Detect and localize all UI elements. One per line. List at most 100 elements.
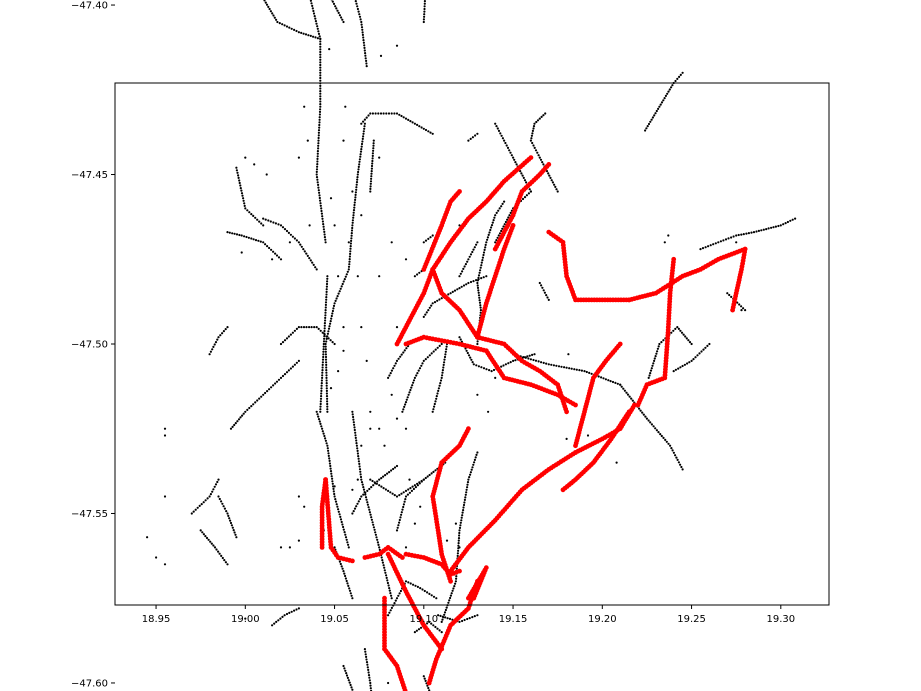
series-0-point	[325, 366, 328, 369]
series-0-point	[717, 241, 720, 244]
series-0-point	[242, 199, 245, 202]
series-0-point	[268, 7, 271, 11]
series-0-point	[412, 379, 416, 382]
series-0-point	[323, 233, 326, 236]
series-0-point	[416, 585, 419, 589]
series-0-point	[317, 30, 320, 33]
series-0-point	[395, 44, 399, 47]
series-0-point	[352, 510, 355, 513]
series-0-point	[199, 529, 202, 532]
x-tick-label: 19.05	[320, 614, 349, 625]
series-0-point	[248, 211, 251, 214]
series-0-point	[492, 219, 495, 222]
series-0-point	[328, 457, 331, 460]
series-0-point	[607, 379, 610, 382]
series-0-point	[364, 52, 367, 55]
series-0-point	[486, 238, 489, 241]
series-0-point	[277, 378, 281, 381]
series-0-point	[337, 292, 340, 295]
series-0-point	[319, 100, 322, 103]
series-0-point	[443, 611, 447, 614]
series-0-point	[360, 495, 363, 498]
series-0-point	[353, 201, 356, 204]
series-0-point	[365, 116, 368, 119]
series-0-point	[690, 342, 693, 346]
series-0-point	[360, 214, 363, 217]
series-0-point	[540, 284, 543, 287]
series-0-point	[369, 190, 372, 193]
series-0-point	[730, 236, 733, 239]
series-0-point	[742, 233, 745, 236]
series-0-point	[422, 478, 425, 481]
series-0-point	[240, 192, 244, 195]
series-0-point	[437, 614, 440, 617]
series-0-point	[352, 216, 355, 219]
series-0-point	[458, 275, 461, 278]
series-0-point	[227, 514, 230, 518]
series-0-point	[374, 482, 377, 485]
series-0-point	[364, 653, 367, 656]
series-0-point	[465, 283, 468, 286]
series-0-point	[358, 15, 362, 18]
series-0-point	[237, 176, 240, 179]
series-0-point	[418, 125, 421, 128]
series-0-point	[279, 617, 282, 620]
series-0-point	[360, 145, 363, 148]
series-0-point	[750, 231, 753, 234]
series-0-point	[701, 247, 705, 250]
series-0-point	[354, 436, 357, 439]
series-0-point	[362, 41, 365, 44]
series-0-point	[747, 232, 751, 235]
series-0-point	[679, 73, 682, 76]
series-0-point	[198, 504, 201, 507]
series-0-point	[386, 472, 389, 475]
series-0-point	[791, 218, 794, 221]
series-0-point	[382, 475, 385, 478]
series-0-point	[358, 13, 361, 16]
series-0-point	[464, 496, 467, 499]
series-0-point	[435, 395, 438, 398]
series-0-point	[353, 507, 357, 510]
series-0-point	[252, 238, 255, 241]
series-0-point	[355, 183, 358, 186]
series-0-point	[434, 469, 437, 472]
series-0-point	[369, 681, 372, 685]
series-0-point	[390, 597, 393, 600]
series-0-point	[361, 137, 364, 140]
series-0-point	[425, 311, 428, 314]
y-axis: −47.60−47.55−47.50−47.45−47.40	[71, 1, 115, 689]
series-0-point	[481, 256, 484, 259]
series-0-point	[507, 216, 510, 219]
series-0-point	[400, 492, 403, 495]
series-0-point	[686, 362, 689, 365]
series-0-point	[355, 188, 358, 191]
series-0-point	[272, 250, 275, 253]
series-0-point	[319, 405, 322, 408]
series-0-point	[387, 584, 390, 587]
series-0-point	[339, 287, 342, 290]
series-0-point	[484, 246, 487, 249]
series-0-point	[435, 597, 438, 600]
series-0-point	[287, 335, 290, 338]
series-0-point	[509, 151, 512, 154]
series-0-point	[362, 36, 365, 39]
series-0-point	[457, 539, 460, 542]
series-0-point	[653, 357, 656, 360]
series-0-point	[314, 20, 317, 23]
series-0-point	[351, 597, 354, 600]
series-0-point	[384, 474, 387, 477]
series-0-point	[387, 489, 390, 492]
series-0-point	[325, 395, 329, 398]
series-0-point	[681, 468, 684, 471]
series-1-point	[671, 256, 677, 262]
series-0-point	[326, 444, 329, 447]
series-0-point	[325, 382, 328, 385]
series-0-point	[677, 327, 681, 330]
series-0-point	[648, 374, 651, 377]
series-0-point	[428, 473, 431, 477]
series-0-point	[460, 285, 463, 288]
series-0-point	[320, 387, 323, 390]
series-0-point	[314, 266, 317, 269]
series-0-point	[260, 222, 263, 225]
series-0-point	[674, 454, 677, 457]
